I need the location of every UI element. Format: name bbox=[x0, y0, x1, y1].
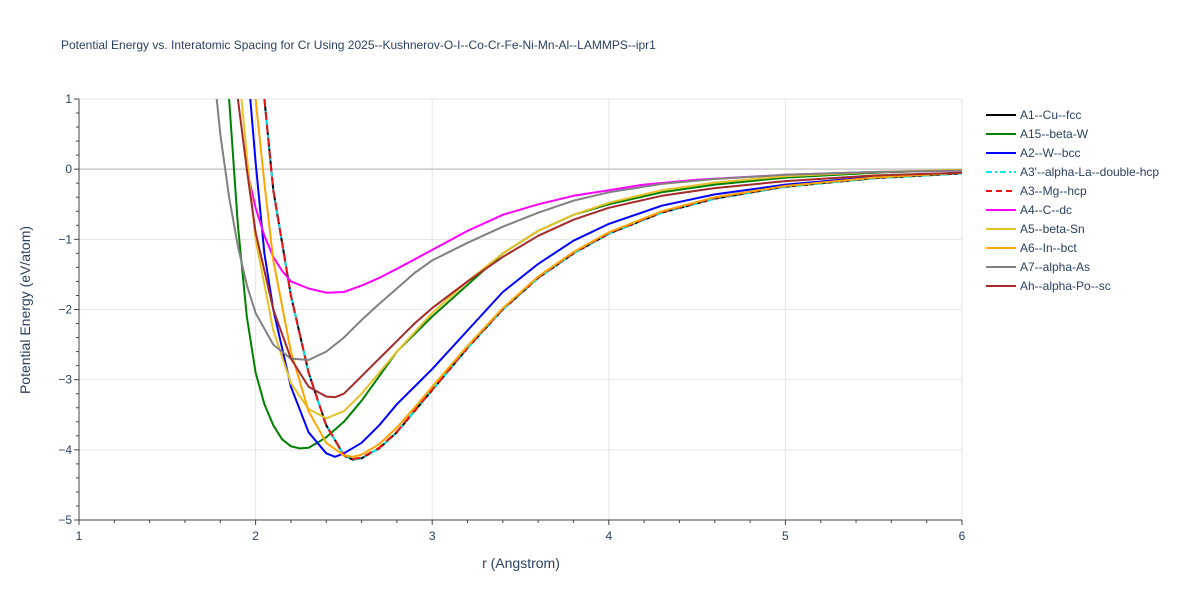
series-line-8[interactable] bbox=[215, 99, 962, 361]
x-tick-label: 5 bbox=[782, 529, 789, 543]
legend-label-3[interactable]: A3'--alpha-La--double-hcp bbox=[1020, 165, 1159, 179]
tick-labels: 1 2 3 4 5 6 1 0 −1 −2 −3 −4 −5 bbox=[58, 92, 965, 543]
x-tick-label: 4 bbox=[605, 529, 612, 543]
axes bbox=[74, 98, 963, 525]
legend-label-1[interactable]: A15--beta-W bbox=[1020, 127, 1089, 141]
legend-label-9[interactable]: Ah--alpha-Po--sc bbox=[1020, 279, 1111, 293]
y-tick-label: −1 bbox=[58, 232, 72, 246]
x-tick-label: 2 bbox=[252, 529, 259, 543]
chart-title: Potential Energy vs. Interatomic Spacing… bbox=[61, 38, 656, 52]
y-tick-label: −2 bbox=[58, 303, 72, 317]
series-line-7[interactable] bbox=[254, 99, 962, 458]
legend-label-7[interactable]: A6--In--bct bbox=[1020, 241, 1077, 255]
y-tick-label: 0 bbox=[65, 162, 72, 176]
series-line-6[interactable] bbox=[240, 99, 963, 420]
legend-label-6[interactable]: A5--beta-Sn bbox=[1020, 222, 1085, 236]
series-line-1[interactable] bbox=[228, 99, 962, 450]
series-line-2[interactable] bbox=[249, 99, 962, 458]
series-line-5[interactable] bbox=[245, 168, 962, 294]
y-tick-label: 1 bbox=[65, 92, 72, 106]
legend-label-0[interactable]: A1--Cu--fcc bbox=[1020, 108, 1081, 122]
y-tick-label: −4 bbox=[58, 443, 72, 457]
x-tick-label: 6 bbox=[959, 529, 966, 543]
legend-label-4[interactable]: A3--Mg--hcp bbox=[1020, 184, 1087, 198]
x-axis-title: r (Angstrom) bbox=[482, 555, 560, 571]
legend-label-8[interactable]: A7--alpha-As bbox=[1020, 260, 1090, 274]
x-tick-label: 1 bbox=[76, 529, 83, 543]
series-lines bbox=[215, 99, 963, 461]
series-line-4[interactable] bbox=[263, 99, 962, 460]
y-tick-label: −5 bbox=[58, 513, 72, 527]
y-tick-label: −3 bbox=[58, 373, 72, 387]
legend[interactable]: A1--Cu--fcc A15--beta-W A2--W--bcc A3'--alp… bbox=[986, 108, 1159, 293]
series-line-0[interactable] bbox=[263, 99, 962, 461]
legend-label-2[interactable]: A2--W--bcc bbox=[1020, 146, 1080, 160]
series-line-9[interactable] bbox=[236, 99, 962, 399]
x-tick-label: 3 bbox=[429, 529, 436, 543]
series-line-3[interactable] bbox=[263, 99, 962, 461]
y-axis-title: Potential Energy (eV/atom) bbox=[17, 226, 33, 394]
legend-label-5[interactable]: A4--C--dc bbox=[1020, 203, 1072, 217]
grid-lines bbox=[79, 98, 963, 521]
